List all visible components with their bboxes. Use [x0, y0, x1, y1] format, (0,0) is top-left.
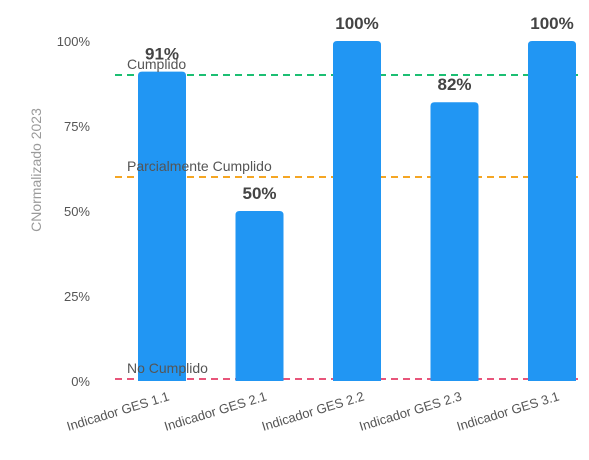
y-tick-label: 0%: [71, 374, 90, 389]
data-label: 100%: [335, 14, 378, 33]
reference-line-label: Parcialmente Cumplido: [127, 158, 272, 174]
x-tick-label: Indicador GES 2.2: [260, 389, 366, 434]
data-label: 50%: [242, 184, 276, 203]
y-axis-ticks: 0% 25% 50% 75% 100%: [57, 34, 91, 389]
y-tick-label: 50%: [64, 204, 90, 219]
data-label: 82%: [437, 75, 471, 94]
bars: [138, 41, 576, 381]
y-tick-label: 25%: [64, 289, 90, 304]
bar: [138, 71, 186, 381]
y-tick-label: 100%: [57, 34, 91, 49]
reference-line-label: No Cumplido: [127, 360, 208, 376]
y-tick-label: 75%: [64, 119, 90, 134]
reference-line-labels: Cumplido Parcialmente Cumplido No Cumplido: [127, 56, 272, 376]
bar: [528, 41, 576, 381]
bar: [430, 102, 479, 381]
bar: [333, 41, 381, 381]
x-tick-label: Indicador GES 2.1: [162, 389, 268, 434]
data-label: 100%: [530, 14, 573, 33]
bar: [235, 211, 284, 381]
x-tick-label: Indicador GES 2.3: [357, 389, 463, 434]
data-labels: 91% 50% 100% 82% 100%: [145, 14, 574, 203]
y-axis-label: CNormalizado 2023: [28, 108, 44, 232]
data-label: 91%: [145, 45, 179, 64]
x-tick-label: Indicador GES 1.1: [65, 389, 171, 434]
x-tick-label: Indicador GES 3.1: [455, 389, 561, 434]
reference-line-label: Cumplido: [127, 56, 186, 72]
